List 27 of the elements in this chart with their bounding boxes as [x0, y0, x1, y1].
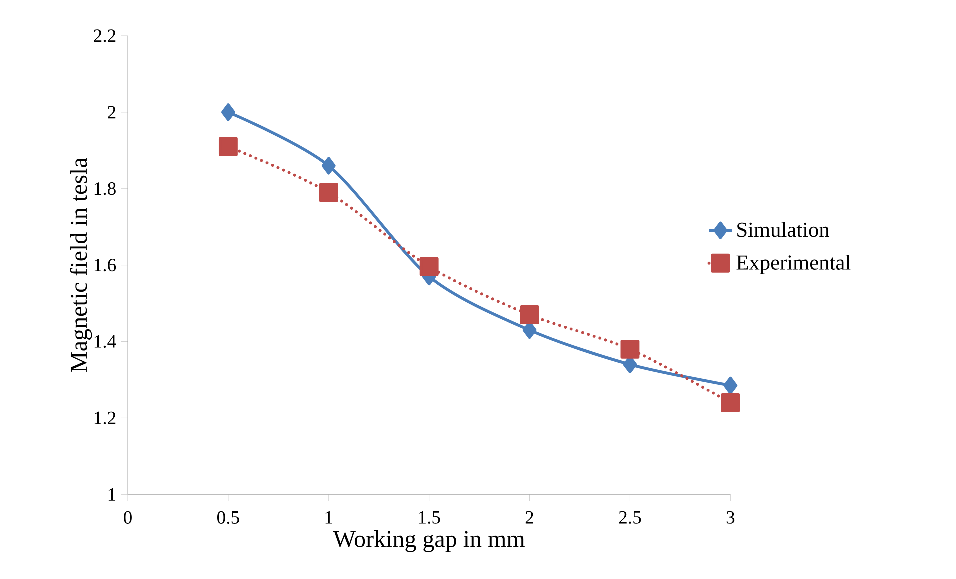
- x-tick-label: 3: [726, 512, 735, 524]
- x-axis-title: Working gap in mm: [333, 530, 525, 553]
- point: [218, 138, 238, 156]
- x-tick-label: 1: [326, 512, 332, 524]
- point: [322, 157, 336, 175]
- y-tick-label: 1.2: [94, 412, 116, 425]
- x-tick-label: 0.5: [217, 512, 240, 524]
- point: [420, 258, 439, 276]
- x-tick-label: 2: [526, 512, 534, 524]
- y-tick-label: 1.6: [94, 259, 116, 272]
- y-tick-label: 2: [108, 106, 116, 119]
- legend-label: Simulation: [738, 222, 830, 238]
- y-tick-label: 1: [108, 488, 116, 501]
- y-axis-title: Magnetic field in tesla: [70, 158, 92, 372]
- x-tick-label: 1.5: [419, 512, 440, 524]
- y-tick-label: 1.4: [94, 336, 116, 348]
- y-tick-label: 2.2: [94, 30, 116, 42]
- x-tick-label: 2.5: [619, 512, 642, 524]
- x-tick-label: 0: [124, 512, 132, 524]
- point: [721, 394, 740, 413]
- point: [319, 183, 338, 202]
- point: [724, 377, 738, 395]
- point: [520, 306, 540, 325]
- point: [620, 340, 640, 360]
- legend-label: Experimental: [736, 255, 851, 274]
- point: [221, 104, 236, 122]
- y-tick-label: 1.8: [94, 182, 116, 196]
